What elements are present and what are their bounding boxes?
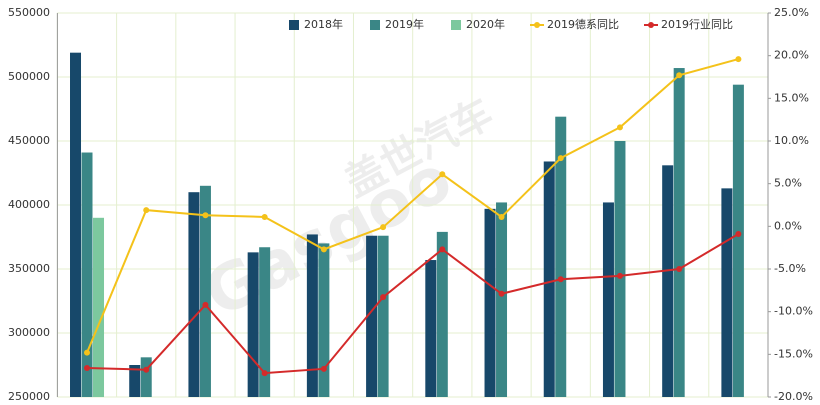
point [735, 56, 742, 63]
y-tick-label: 500000 [8, 70, 50, 83]
point [616, 124, 623, 131]
legend-swatch [534, 22, 540, 28]
point [320, 246, 327, 253]
legend-item: 2018年 [289, 17, 343, 31]
line [86, 233, 739, 375]
bar [425, 260, 437, 397]
point [735, 231, 742, 238]
y-tick-label: 450000 [8, 134, 50, 147]
bar [70, 52, 82, 398]
point [84, 349, 91, 356]
y2-tick-label: 15.0% [774, 91, 809, 104]
legend-swatch [370, 20, 380, 30]
legend-label: 2019德系同比 [547, 17, 619, 31]
bar [188, 192, 200, 397]
bar [673, 68, 685, 397]
bar [496, 202, 508, 397]
bar [484, 208, 496, 397]
y-tick-label: 350000 [8, 262, 50, 275]
point [557, 155, 564, 162]
bar [732, 84, 744, 398]
point [616, 272, 623, 279]
bar [436, 231, 448, 397]
point [676, 266, 683, 272]
bar [602, 202, 614, 397]
point [320, 365, 327, 372]
y2-tick-label: 5.0% [774, 177, 802, 190]
point [202, 301, 209, 308]
point [439, 171, 446, 178]
bar [318, 243, 330, 397]
bar [377, 235, 389, 397]
legend-swatch [451, 20, 461, 30]
legend-label: 2020年 [466, 17, 505, 31]
legend-item: 2019年 [370, 17, 424, 31]
bar [366, 235, 378, 397]
bar [259, 247, 271, 397]
bar [81, 152, 93, 397]
legend-label: 2018年 [304, 17, 343, 31]
bar [129, 365, 141, 397]
bar [140, 357, 152, 397]
y2-tick-label: -20.0% [774, 390, 813, 401]
point [380, 224, 387, 231]
y2-tick-label: -5.0% [774, 262, 806, 275]
legend-item: 2020年 [451, 17, 505, 31]
legend-item: 2019行业同比 [644, 18, 733, 31]
bar [93, 217, 105, 397]
point [380, 294, 387, 301]
bar [555, 116, 567, 398]
bar [721, 188, 733, 397]
bar [614, 141, 626, 397]
point [439, 246, 446, 253]
point [202, 212, 209, 219]
bar [199, 185, 211, 397]
y2-tick-label: 10.0% [774, 134, 809, 147]
point [143, 207, 150, 214]
point [261, 213, 268, 220]
y-tick-label: 550000 [8, 6, 50, 19]
bar [306, 234, 318, 397]
bar [662, 165, 674, 397]
point [143, 366, 150, 373]
legend-item: 2019德系同比 [530, 17, 619, 31]
point [557, 276, 564, 283]
y2-tick-label: -15.0% [774, 347, 813, 360]
y2-tick-label: 0.0% [774, 219, 802, 232]
y2-tick-label: 20.0% [774, 49, 809, 62]
point [84, 364, 91, 371]
point [261, 370, 268, 377]
bar [247, 252, 259, 397]
point [498, 290, 505, 297]
legend-swatch [289, 20, 299, 30]
bar [543, 161, 555, 397]
y-tick-label: 400000 [8, 198, 50, 211]
legend-label: 2019年 [385, 17, 424, 31]
point [676, 72, 683, 79]
y2-tick-label: 25.0% [774, 6, 809, 19]
legend-label: 2019行业同比 [661, 18, 733, 31]
y-tick-label: 250000 [8, 390, 50, 401]
line [86, 58, 739, 354]
y2-tick-label: -10.0% [774, 305, 813, 318]
legend-swatch [648, 22, 654, 28]
y-tick-label: 300000 [8, 326, 50, 339]
point [498, 213, 505, 220]
